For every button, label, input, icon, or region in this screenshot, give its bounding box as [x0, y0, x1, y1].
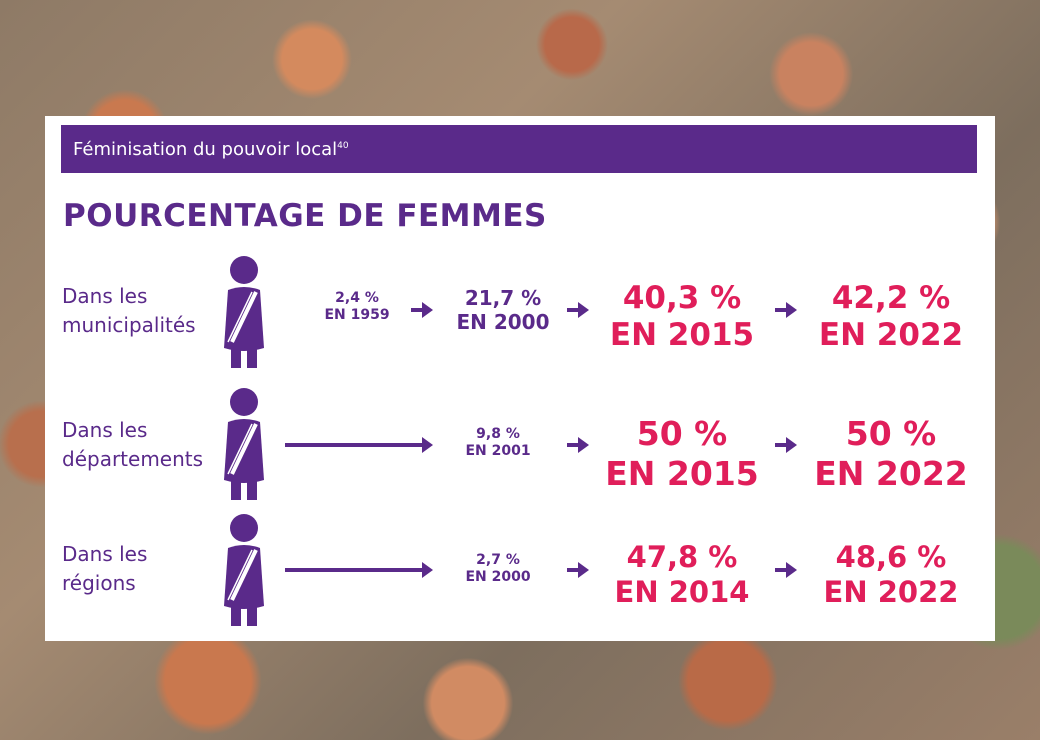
value-percent: 2,4 % — [335, 290, 379, 306]
value-step: 50 % EN 2022 — [801, 414, 981, 493]
arrow-right-icon — [567, 437, 589, 453]
value-step: 2,4 % EN 1959 — [317, 290, 397, 324]
arrow-right-icon — [567, 562, 589, 578]
value-percent: 9,8 % — [476, 426, 520, 442]
row-label-line2: municipalités — [62, 313, 196, 337]
arrow-right-icon — [411, 562, 433, 578]
value-year: EN 2022 — [818, 317, 964, 354]
row-label: Dans les régions — [62, 540, 147, 598]
value-year: EN 2022 — [814, 453, 968, 493]
woman-icon — [218, 256, 270, 368]
value-percent: 21,7 % — [464, 286, 542, 310]
timeline-line — [285, 568, 415, 572]
value-year: EN 2000 — [456, 310, 550, 334]
arrow-right-icon — [411, 302, 433, 318]
banner-title: Féminisation du pouvoir local40 — [61, 139, 349, 160]
arrow-right-icon — [775, 302, 797, 318]
row-label-line2: régions — [62, 571, 136, 595]
value-step: 2,7 % EN 2000 — [453, 552, 543, 586]
arrow-right-icon — [567, 302, 589, 318]
value-year: EN 2000 — [465, 568, 531, 585]
value-year: EN 2022 — [823, 574, 959, 609]
row-municipalites: Dans les municipalités 2,4 % EN 1959 21,… — [45, 256, 995, 386]
banner-title-text: Féminisation du pouvoir local — [73, 138, 338, 160]
row-regions: Dans les régions 2,7 % EN 2000 47,8 % EN… — [45, 514, 995, 644]
value-year: EN 1959 — [324, 306, 390, 323]
banner: Féminisation du pouvoir local40 — [61, 125, 977, 173]
infographic-card: Féminisation du pouvoir local40 POURCENT… — [45, 116, 995, 641]
value-percent: 42,2 % — [831, 280, 951, 316]
row-departements: Dans les départements 9,8 % EN 2001 50 %… — [45, 388, 995, 518]
arrow-right-icon — [411, 437, 433, 453]
main-heading: POURCENTAGE DE FEMMES — [63, 198, 547, 234]
value-step: 21,7 % EN 2000 — [443, 286, 563, 334]
row-label-line2: départements — [62, 447, 204, 471]
value-step: 42,2 % EN 2022 — [805, 280, 977, 354]
arrow-right-icon — [775, 437, 797, 453]
value-percent: 47,8 % — [626, 540, 738, 574]
value-step: 9,8 % EN 2001 — [453, 426, 543, 460]
value-percent: 48,6 % — [835, 540, 947, 574]
timeline-line — [285, 443, 415, 447]
arrow-right-icon — [775, 562, 797, 578]
row-label-line1: Dans les — [62, 418, 148, 442]
value-percent: 2,7 % — [476, 552, 520, 568]
value-year: EN 2014 — [614, 574, 750, 609]
value-percent: 50 % — [845, 414, 937, 453]
woman-icon — [218, 514, 270, 626]
row-label-line1: Dans les — [62, 542, 148, 566]
value-step: 48,6 % EN 2022 — [803, 540, 979, 610]
row-label: Dans les départements — [62, 416, 203, 474]
row-label: Dans les municipalités — [62, 282, 196, 340]
row-label-line1: Dans les — [62, 284, 148, 308]
value-year: EN 2015 — [605, 453, 759, 493]
value-percent: 50 % — [636, 414, 728, 453]
value-step: 40,3 % EN 2015 — [597, 280, 767, 354]
value-step: 50 % EN 2015 — [593, 414, 771, 493]
value-year: EN 2001 — [465, 442, 531, 459]
footnote-ref: 40 — [337, 140, 349, 151]
woman-icon — [218, 388, 270, 500]
value-year: EN 2015 — [609, 317, 755, 354]
value-percent: 40,3 % — [622, 280, 742, 316]
value-step: 47,8 % EN 2014 — [593, 540, 771, 610]
